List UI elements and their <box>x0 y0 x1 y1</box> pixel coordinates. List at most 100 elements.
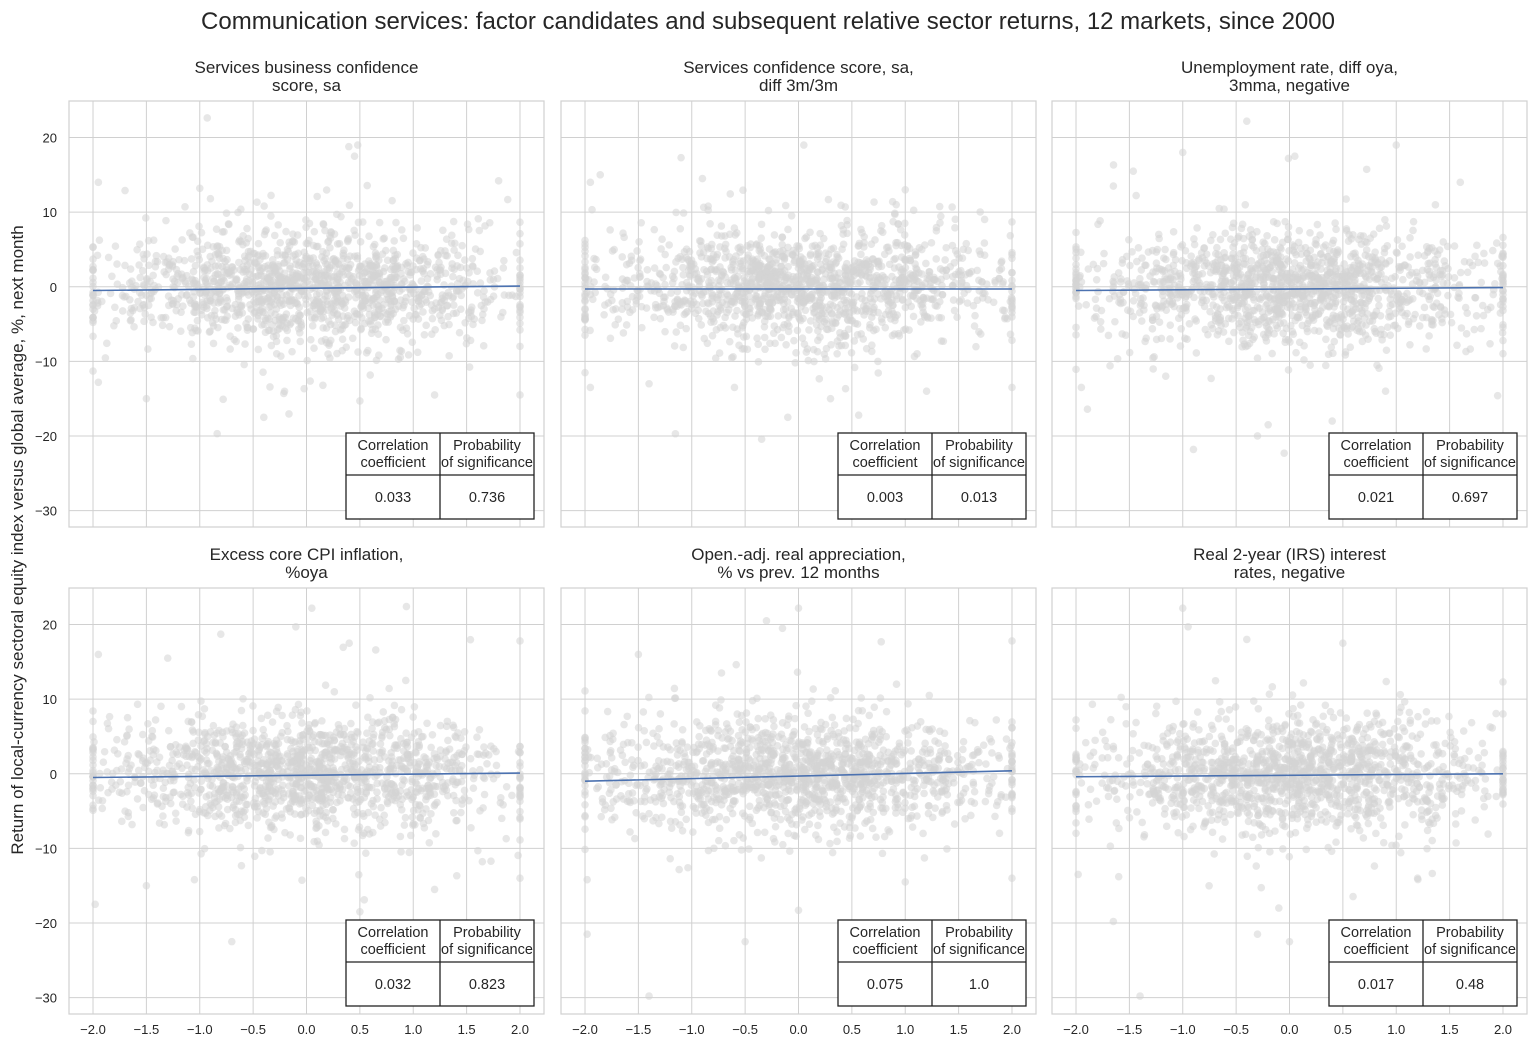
scatter-point <box>342 298 350 306</box>
scatter-point <box>379 235 387 243</box>
y-tick-label: −30 <box>35 504 57 519</box>
scatter-point <box>618 253 626 261</box>
scatter-point <box>912 264 920 272</box>
scatter-point <box>679 344 687 352</box>
scatter-point <box>952 216 960 224</box>
scatter-point <box>199 299 207 307</box>
scatter-point <box>211 307 219 315</box>
scatter-point <box>842 385 850 393</box>
scatter-point <box>1145 248 1153 256</box>
scatter-point <box>665 241 673 249</box>
y-tick-label: −30 <box>35 991 57 1006</box>
scatter-point <box>249 273 257 281</box>
scatter-point <box>1255 321 1263 329</box>
scatter-point <box>1463 330 1471 338</box>
scatter-point <box>1239 221 1247 229</box>
scatter-point <box>1133 258 1141 266</box>
correlation-value: 0.033 <box>375 490 411 506</box>
scatter-point <box>388 289 396 297</box>
scatter-point <box>119 307 127 315</box>
scatter-point <box>880 289 888 297</box>
y-tick-label: −20 <box>35 916 57 931</box>
scatter-point <box>1317 265 1325 273</box>
scatter-point <box>89 319 97 327</box>
scatter-point <box>1125 236 1133 244</box>
scatter-point <box>1489 291 1497 299</box>
scatter-point <box>1419 290 1427 298</box>
scatter-point <box>682 325 690 333</box>
correlation-value: 0.003 <box>867 490 903 506</box>
scatter-point <box>217 278 225 286</box>
scatter-point <box>1266 326 1274 334</box>
scatter-point <box>885 247 893 255</box>
scatter-point <box>1199 297 1207 305</box>
scatter-point <box>238 862 246 870</box>
scatter-point <box>423 719 431 727</box>
scatter-point <box>1220 297 1228 305</box>
scatter-point <box>932 255 940 263</box>
scatter-point <box>715 276 723 284</box>
x-tick-label: 1.0 <box>404 1022 422 1037</box>
scatter-point <box>795 299 803 307</box>
scatter-point <box>1471 253 1479 261</box>
scatter-point <box>816 230 824 238</box>
scatter-point <box>296 259 304 267</box>
scatter-point <box>907 303 915 311</box>
scatter-point <box>1341 292 1349 300</box>
scatter-point <box>356 265 364 273</box>
scatter-point <box>581 264 589 272</box>
scatter-point <box>863 345 871 353</box>
scatter-point <box>890 310 898 318</box>
scatter-point <box>461 728 469 736</box>
scatter-point <box>1359 338 1367 346</box>
scatter-point <box>146 295 154 303</box>
scatter-point <box>142 214 150 222</box>
scatter-point <box>190 268 198 276</box>
scatter-point <box>1431 271 1439 279</box>
scatter-point <box>920 296 928 304</box>
scatter-point <box>1461 258 1469 266</box>
scatter-point <box>739 186 747 194</box>
scatter-point <box>1253 228 1261 236</box>
scatter-point <box>1196 287 1204 295</box>
scatter-point <box>326 354 334 362</box>
scatter-point <box>656 289 664 297</box>
scatter-point <box>755 271 763 279</box>
scatter-point <box>707 313 715 321</box>
scatter-point <box>840 332 848 340</box>
scatter-point <box>1194 277 1202 285</box>
scatter-point <box>761 345 769 353</box>
scatter-point <box>1008 302 1016 310</box>
scatter-point <box>1480 250 1488 258</box>
scatter-point <box>370 272 378 280</box>
scatter-point <box>89 707 97 715</box>
scatter-point <box>253 814 261 822</box>
scatter-point <box>1317 250 1325 258</box>
scatter-point <box>870 198 878 206</box>
scatter-point <box>832 319 840 327</box>
scatter-point <box>223 209 231 217</box>
scatter-point <box>1366 293 1374 301</box>
scatter-point <box>323 186 331 194</box>
scatter-point <box>128 821 136 829</box>
scatter-point <box>996 266 1004 274</box>
scatter-point <box>848 290 856 298</box>
scatter-point <box>1387 302 1395 310</box>
scatter-point <box>1306 361 1314 369</box>
x-tick-label: −0.5 <box>240 1022 266 1037</box>
scatter-point <box>200 274 208 282</box>
scatter-point <box>1277 253 1285 261</box>
scatter-point <box>878 222 886 230</box>
table-header: Correlation <box>850 438 921 454</box>
scatter-point <box>813 275 821 283</box>
scatter-point <box>1072 261 1080 269</box>
scatter-point <box>421 331 429 339</box>
y-tick-label: 10 <box>43 205 57 220</box>
scatter-point <box>453 817 461 825</box>
scatter-point <box>239 722 247 730</box>
scatter-point <box>699 175 707 183</box>
scatter-point <box>302 216 310 224</box>
scatter-point <box>1499 250 1507 258</box>
scatter-point <box>619 284 627 292</box>
scatter-point <box>320 221 328 229</box>
